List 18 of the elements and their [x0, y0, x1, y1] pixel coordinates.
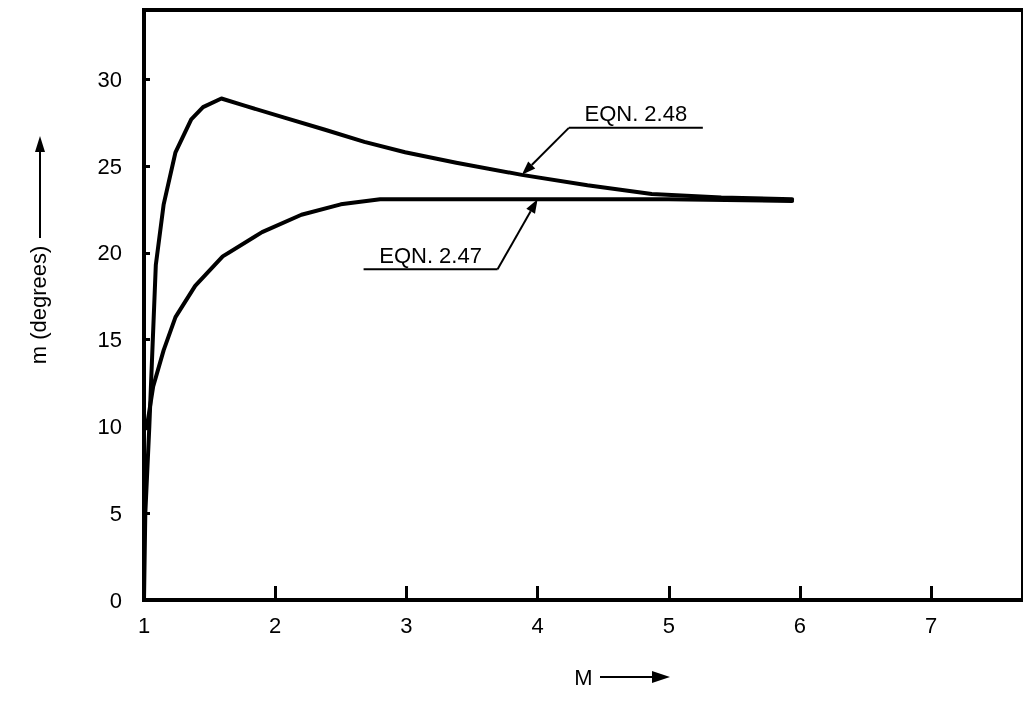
x-tick-label: 2 [269, 612, 282, 638]
y-tick-label: 5 [109, 500, 122, 526]
x-tick-label: 1 [137, 612, 151, 638]
x-axis-title: M [574, 664, 593, 690]
x-tick-label: 6 [793, 612, 807, 638]
x-tick-label: 5 [662, 612, 675, 638]
y-axis-title: m (degrees) [25, 245, 51, 365]
y-tick-label: 10 [97, 413, 122, 439]
x-tick-label: 4 [531, 612, 544, 638]
y-tick-label: 0 [109, 587, 122, 613]
x-tick-label: 3 [400, 612, 413, 638]
y-tick-label: 30 [97, 66, 122, 92]
y-tick-label: 20 [97, 240, 122, 266]
series-label: EQN. 2.47 [379, 242, 482, 268]
y-tick-label: 15 [97, 327, 122, 353]
y-tick-label: 25 [97, 153, 122, 179]
x-tick-label: 7 [925, 612, 938, 638]
text: EQN. 2.48 [584, 101, 688, 127]
